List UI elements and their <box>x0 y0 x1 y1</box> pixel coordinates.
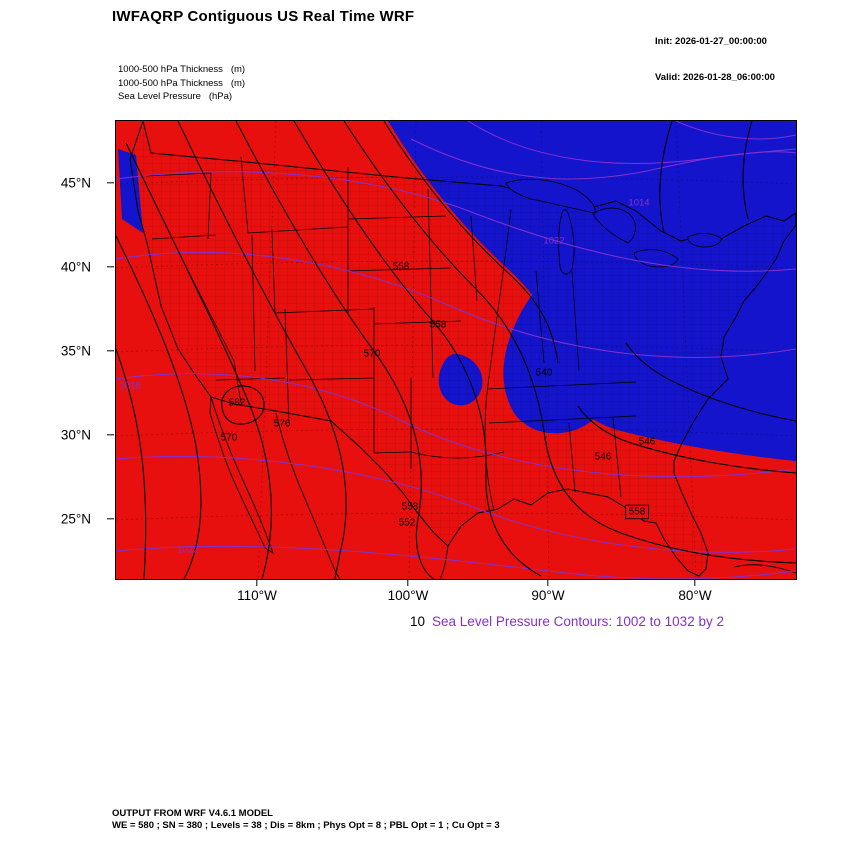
legend-line: 1000-500 hPa Thickness (m) <box>118 77 246 89</box>
model-times: Init: 2026-01-27_00:00:00 Valid: 2026-01… <box>655 12 775 108</box>
thickness-contour-label: 558 <box>629 507 646 518</box>
valid-time: Valid: 2026-01-28_06:00:00 <box>655 72 775 83</box>
slp-contours <box>116 121 796 579</box>
latitude-axis: 45°N 40°N 35°N 30°N 25°N <box>0 120 115 578</box>
footer-model-line: OUTPUT FROM WRF V4.6.1 MODEL <box>112 808 273 819</box>
slp-caption: 10 Sea Level Pressure Contours: 1002 to 1… <box>410 614 724 629</box>
thickness-contour-label: 558 <box>430 320 447 331</box>
thickness-contour-label: 570 <box>364 349 381 360</box>
plot-title: IWFAQRP Contiguous US Real Time WRF <box>112 8 415 25</box>
lon-tick-label: 90°W <box>531 588 565 603</box>
thickness-contour-label: 546 <box>595 452 612 463</box>
lon-tick-label: 80°W <box>678 588 712 603</box>
mexico-coastlines <box>209 396 449 579</box>
great-lakes <box>505 178 723 275</box>
field-legend: 1000-500 hPa Thickness (m) 1000-500 hPa T… <box>118 63 245 104</box>
lon-tick-label: 100°W <box>387 588 429 603</box>
footer: OUTPUT FROM WRF V4.6.1 MODEL WE = 580 ; … <box>112 808 500 832</box>
longitude-axis: 110°W 100°W 90°W 80°W <box>115 579 795 619</box>
lat-tick-mark <box>107 182 114 184</box>
lat-tick-label: 40°N <box>60 259 91 275</box>
map-canvas: 558 558 570 582 576 570 540 546 546 558 552 558 1014… <box>116 121 796 579</box>
thickness-contour-label: 552 <box>399 518 416 529</box>
lat-tick-mark <box>107 434 114 436</box>
thickness-contour-label: 540 <box>536 368 553 379</box>
pressure-contour-label: 1018 <box>119 381 140 392</box>
footer-config-line: WE = 580 ; SN = 380 ; Levels = 38 ; Dis … <box>112 820 500 831</box>
legend-line: Sea Level Pressure (hPa) <box>118 91 233 102</box>
legend-line: 1000-500 hPa Thickness (m) <box>118 64 246 75</box>
caption-prefix: 10 <box>410 614 426 629</box>
pressure-contour-label: 1022 <box>177 545 198 556</box>
cuba-coastline <box>733 564 796 574</box>
pressure-contour-label: 1022 <box>543 236 564 247</box>
lon-tick-mark <box>407 579 409 586</box>
lon-tick-mark <box>694 579 696 586</box>
lat-tick-mark <box>107 266 114 268</box>
thickness-contour-label: 558 <box>402 502 419 513</box>
state-borders <box>145 156 637 512</box>
map-frame: 558 558 570 582 576 570 540 546 546 558 552 558 1014… <box>115 120 797 580</box>
init-time: Init: 2026-01-27_00:00:00 <box>655 36 767 47</box>
lat-tick-label: 30°N <box>60 427 91 443</box>
lat-tick-label: 25°N <box>60 511 91 527</box>
thickness-contour-label: 558 <box>393 262 410 273</box>
thickness-contours <box>116 121 796 579</box>
thickness-contour-label: 570 <box>221 433 238 444</box>
lon-tick-mark <box>547 579 549 586</box>
lat-tick-mark <box>107 350 114 352</box>
geography-layer <box>129 121 796 579</box>
thickness-contour-label: 546 <box>639 437 656 448</box>
contour-label-box <box>625 504 649 520</box>
lat-tick-label: 35°N <box>60 343 91 359</box>
caption-text: Sea Level Pressure Contours: 1002 to 103… <box>432 614 724 629</box>
pressure-contour-label: 1014 <box>628 198 649 209</box>
lon-tick-label: 110°W <box>237 588 277 603</box>
thickness-contour-label: 576 <box>274 419 291 430</box>
thickness-contour-label: 582 <box>229 398 246 409</box>
contour-labels: 558 558 570 582 576 570 540 546 546 558 552 558 1014… <box>119 198 655 556</box>
lon-tick-mark <box>256 579 258 586</box>
lat-tick-label: 45°N <box>60 175 91 191</box>
lat-tick-mark <box>107 518 114 520</box>
